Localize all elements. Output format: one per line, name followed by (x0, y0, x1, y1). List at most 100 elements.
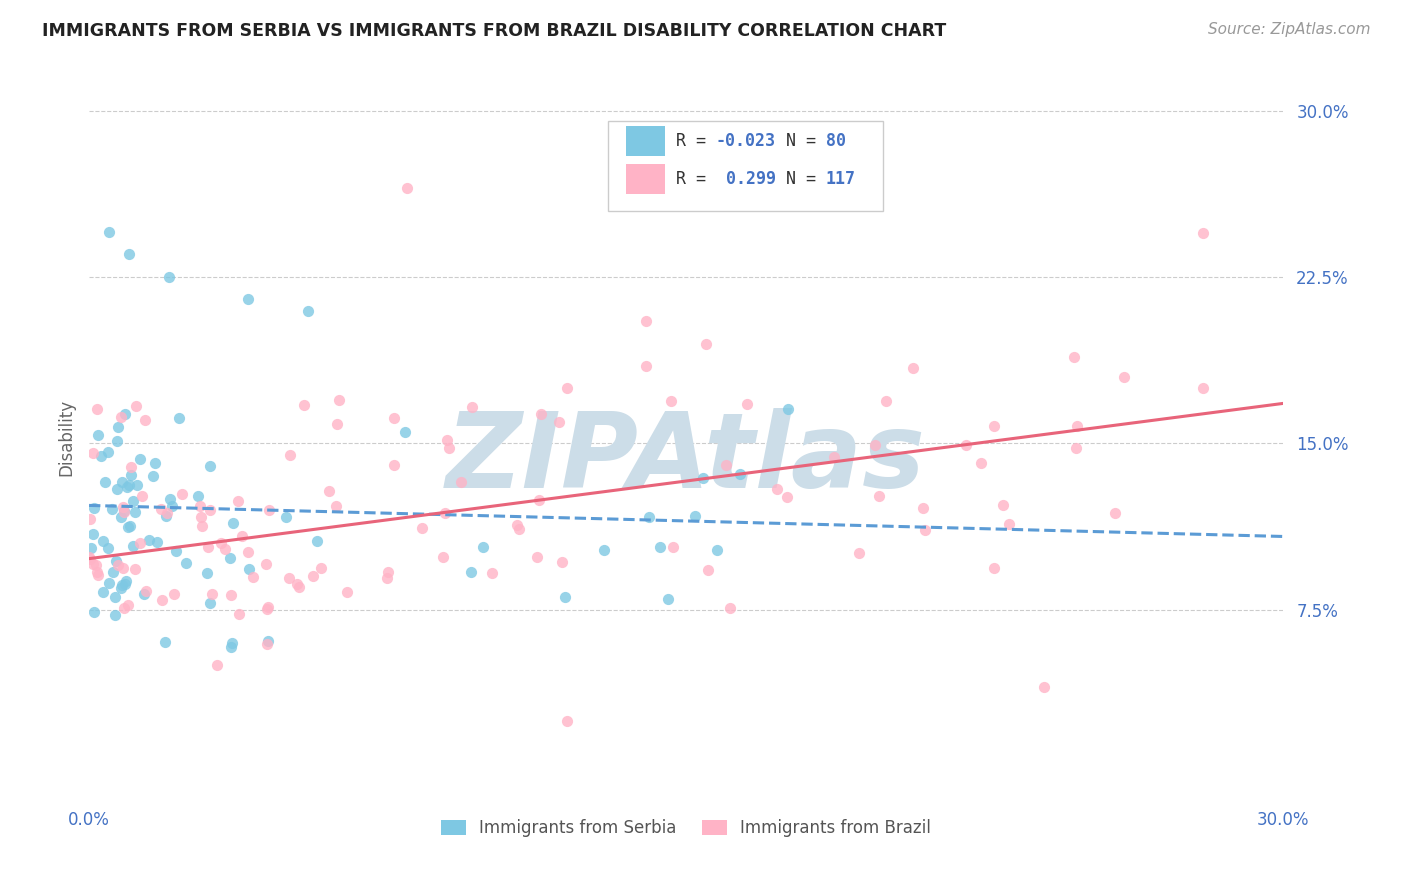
Point (970, 456, 993, 470)
Point (128, 451, 150, 466)
Point (256, 600, 278, 615)
Point (146, 535, 169, 549)
Point (530, 407, 553, 421)
Point (875, 394, 897, 409)
Point (159, 492, 181, 507)
Point (714, 458, 737, 473)
Point (221, 636, 243, 650)
Point (551, 555, 574, 569)
Point (93, 475, 115, 490)
Point (155, 509, 177, 524)
Point (318, 484, 340, 499)
Point (236, 545, 259, 559)
Point (1066, 419, 1088, 434)
Point (228, 607, 250, 622)
Point (115, 479, 138, 493)
Point (117, 519, 139, 533)
Point (730, 467, 752, 482)
Point (150, 502, 173, 516)
Point (311, 560, 333, 574)
FancyBboxPatch shape (626, 126, 665, 156)
Point (274, 509, 297, 524)
Point (377, 565, 399, 579)
Point (382, 458, 405, 472)
Point (863, 438, 886, 452)
Point (848, 546, 870, 560)
Point (86, 565, 108, 579)
Point (82, 527, 104, 541)
Point (90, 449, 112, 463)
Point (1033, 680, 1056, 694)
Point (912, 500, 935, 515)
Point (547, 415, 569, 429)
Point (118, 478, 141, 492)
Point (143, 456, 166, 470)
Point (527, 493, 550, 508)
Point (436, 433, 458, 447)
Text: 80: 80 (825, 132, 846, 150)
Point (195, 566, 218, 580)
Point (901, 361, 924, 376)
Text: Source: ZipAtlas.com: Source: ZipAtlas.com (1208, 22, 1371, 37)
Point (336, 585, 359, 599)
Point (695, 336, 717, 351)
Point (257, 503, 280, 517)
Point (124, 562, 146, 576)
Point (103, 607, 125, 622)
Point (256, 637, 278, 651)
Point (83, 605, 105, 619)
Point (257, 634, 280, 648)
Text: IMMIGRANTS FROM SERBIA VS IMMIGRANTS FROM BRAZIL DISABILITY CORRELATION CHART: IMMIGRANTS FROM SERBIA VS IMMIGRANTS FRO… (42, 22, 946, 40)
Point (696, 563, 718, 577)
Point (256, 601, 278, 615)
Point (638, 510, 661, 524)
Point (110, 410, 132, 425)
Point (134, 413, 156, 427)
Point (125, 400, 148, 414)
Point (111, 500, 134, 514)
Point (231, 529, 253, 543)
Point (766, 482, 789, 496)
Text: ZIPAtlas: ZIPAtlas (446, 409, 927, 510)
Point (111, 561, 134, 575)
Text: 117: 117 (825, 169, 856, 188)
Point (120, 460, 142, 475)
Text: 0.299: 0.299 (716, 169, 776, 188)
Point (191, 519, 214, 533)
Point (79, 512, 101, 526)
Point (219, 588, 242, 602)
Point (86, 428, 108, 442)
Point (242, 570, 264, 584)
Point (718, 601, 741, 615)
Point (1104, 506, 1126, 520)
Point (735, 397, 758, 411)
Point (823, 450, 845, 464)
Point (103, 565, 125, 579)
Text: N =: N = (766, 169, 827, 188)
Point (998, 517, 1021, 532)
Point (124, 505, 146, 519)
Point (238, 293, 260, 307)
Point (98, 225, 121, 239)
Point (325, 499, 347, 513)
Point (166, 544, 188, 558)
Point (91, 533, 114, 548)
Point (77, 549, 100, 564)
Point (692, 471, 714, 485)
Point (129, 536, 152, 550)
Point (461, 400, 484, 414)
Point (593, 543, 616, 558)
Point (160, 500, 183, 514)
Point (278, 571, 301, 585)
Point (1112, 369, 1135, 384)
Point (555, 714, 578, 728)
Point (105, 554, 128, 568)
Y-axis label: Disability: Disability (58, 400, 75, 476)
Point (991, 498, 1014, 512)
Point (433, 506, 456, 520)
Point (659, 394, 682, 409)
Point (110, 581, 132, 595)
FancyBboxPatch shape (626, 164, 665, 194)
Point (135, 584, 157, 599)
Point (157, 269, 180, 284)
